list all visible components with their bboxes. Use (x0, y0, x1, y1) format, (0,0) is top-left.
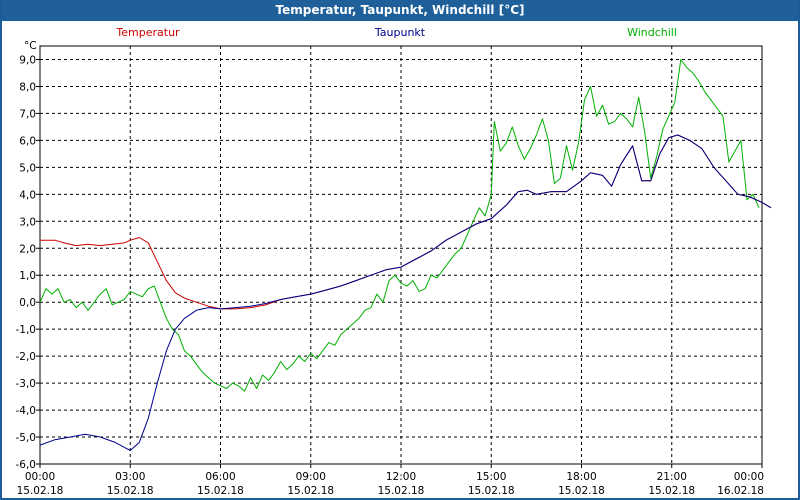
x-tick-date: 15.02.18 (468, 485, 515, 497)
x-tick-time: 03:00 (115, 471, 145, 483)
series-line-temperatur (40, 134, 772, 310)
y-axis-unit: °C (24, 40, 37, 52)
legend-windchill: Windchill (627, 26, 677, 39)
x-tick-date: 15.02.18 (287, 485, 334, 497)
y-tick-label: 7,0 (19, 108, 36, 120)
x-tick-date: 15.02.18 (648, 485, 695, 497)
x-tick-date: 15.02.18 (558, 485, 605, 497)
x-tick-time: 00:00 (734, 471, 764, 483)
grid-lines (40, 46, 762, 465)
x-tick-time: 21:00 (657, 471, 687, 483)
series-lines (39, 59, 772, 451)
x-tick-time: 15:00 (476, 471, 506, 483)
y-tick-label: 9,0 (19, 54, 36, 66)
y-tick-label: -5,0 (16, 432, 37, 444)
x-axis-ticks: 00:00 15.02.18 03:00 15.02.18 06:00 15.02.18 0… (17, 464, 764, 497)
y-tick-label: 8,0 (19, 81, 36, 93)
x-tick-date: 15.02.18 (378, 485, 425, 497)
y-tick-label: -6,0 (16, 459, 37, 471)
x-tick-time: 18:00 (566, 471, 596, 483)
legend-temperatur: Temperatur (115, 26, 180, 39)
x-tick-date: 16.02.18 (717, 485, 764, 497)
y-tick-label: 6,0 (19, 135, 36, 147)
x-tick-time: 00:00 (25, 471, 55, 483)
y-axis-ticks: 9,0 8,0 7,0 6,0 5,0 4,0 3,0 2,0 1,0 0,0 -1,0 -2,0 -3… (16, 54, 40, 471)
y-tick-label: 1,0 (19, 270, 36, 282)
y-tick-label: 0,0 (19, 297, 36, 309)
y-tick-label: 4,0 (19, 189, 36, 201)
series-line-windchill (39, 59, 760, 392)
y-tick-label: 3,0 (19, 216, 36, 228)
y-tick-label: -3,0 (16, 378, 37, 390)
x-tick-time: 12:00 (386, 471, 416, 483)
x-tick-date: 15.02.18 (107, 485, 154, 497)
chart-title: Temperatur, Taupunkt, Windchill [°C] (0, 0, 800, 21)
y-tick-label: -2,0 (16, 351, 37, 363)
x-tick-time: 06:00 (205, 471, 235, 483)
x-tick-date: 15.02.18 (17, 485, 64, 497)
y-tick-label: 2,0 (19, 243, 36, 255)
legend-taupunkt: Taupunkt (374, 26, 426, 39)
x-tick-time: 09:00 (296, 471, 326, 483)
y-tick-label: -1,0 (16, 324, 37, 336)
legend: Temperatur Taupunkt Windchill (115, 26, 677, 39)
y-tick-label: 5,0 (19, 162, 36, 174)
y-tick-label: -4,0 (16, 405, 37, 417)
x-tick-date: 15.02.18 (197, 485, 244, 497)
series-line-taupunkt (39, 134, 772, 451)
